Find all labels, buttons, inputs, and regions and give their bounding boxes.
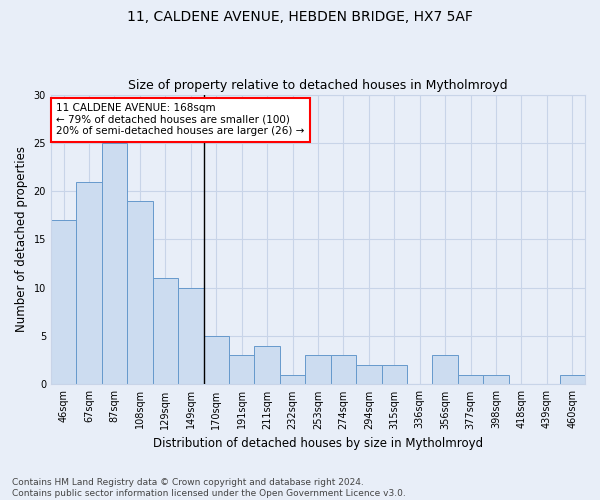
Bar xyxy=(458,375,483,384)
X-axis label: Distribution of detached houses by size in Mytholmroyd: Distribution of detached houses by size … xyxy=(153,437,483,450)
Y-axis label: Number of detached properties: Number of detached properties xyxy=(15,146,28,332)
Text: Contains HM Land Registry data © Crown copyright and database right 2024.
Contai: Contains HM Land Registry data © Crown c… xyxy=(12,478,406,498)
Bar xyxy=(483,375,509,384)
Bar xyxy=(433,356,458,384)
Bar xyxy=(152,278,178,384)
Bar xyxy=(102,143,127,384)
Bar xyxy=(331,356,356,384)
Bar xyxy=(229,356,254,384)
Bar xyxy=(76,182,102,384)
Bar xyxy=(382,365,407,384)
Bar xyxy=(127,201,152,384)
Bar xyxy=(305,356,331,384)
Text: 11 CALDENE AVENUE: 168sqm
← 79% of detached houses are smaller (100)
20% of semi: 11 CALDENE AVENUE: 168sqm ← 79% of detac… xyxy=(56,104,305,136)
Bar xyxy=(51,220,76,384)
Bar xyxy=(560,375,585,384)
Bar xyxy=(203,336,229,384)
Bar xyxy=(280,375,305,384)
Text: 11, CALDENE AVENUE, HEBDEN BRIDGE, HX7 5AF: 11, CALDENE AVENUE, HEBDEN BRIDGE, HX7 5… xyxy=(127,10,473,24)
Bar xyxy=(356,365,382,384)
Title: Size of property relative to detached houses in Mytholmroyd: Size of property relative to detached ho… xyxy=(128,79,508,92)
Bar xyxy=(178,288,203,384)
Bar xyxy=(254,346,280,385)
